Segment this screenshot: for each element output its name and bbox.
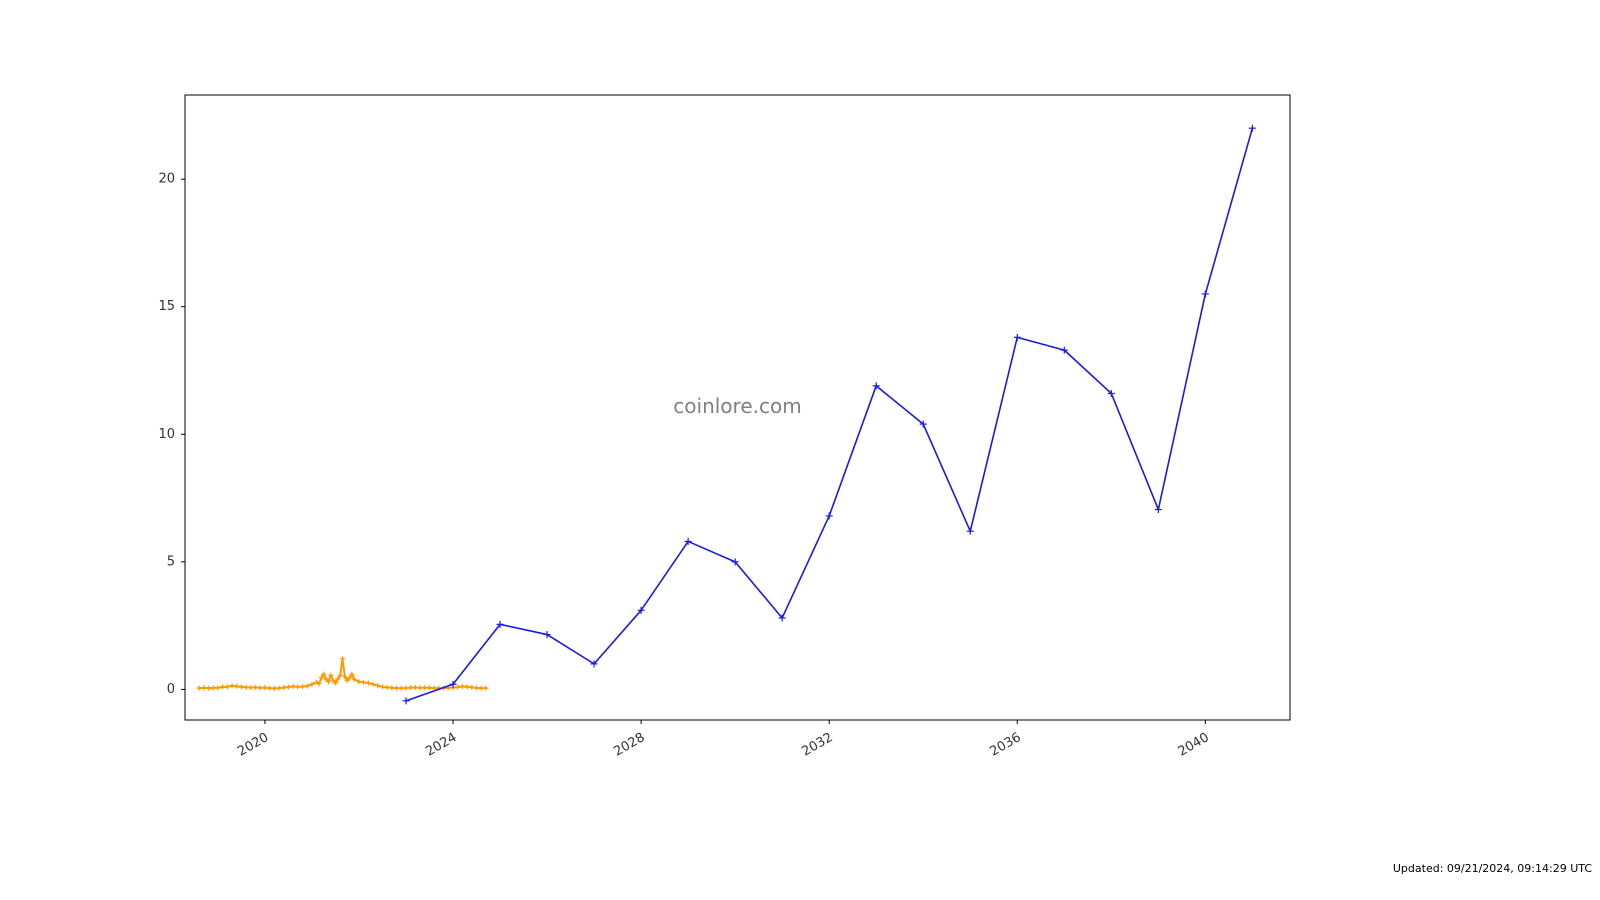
x-tick-label: 2040 [1176,730,1212,760]
series-prediction [403,125,1256,705]
series-line-prediction [406,128,1252,701]
y-tick-label: 0 [167,682,175,697]
x-tick-label: 2028 [611,730,647,760]
watermark-text: coinlore.com [673,394,801,418]
y-tick-label: 20 [158,172,175,187]
x-tick-label: 2020 [235,730,271,760]
price-prediction-chart: 05101520202020242028203220362040coinlore… [0,0,1600,900]
series-historical [197,656,489,691]
updated-timestamp: Updated: 09/21/2024, 09:14:29 UTC [1393,862,1592,875]
y-tick-label: 5 [167,554,175,569]
y-tick-label: 15 [158,299,175,314]
series-line-historical [199,659,486,689]
x-tick-label: 2024 [423,730,459,760]
y-tick-label: 10 [158,427,175,442]
chart-container: 05101520202020242028203220362040coinlore… [0,0,1600,900]
x-tick-label: 2036 [988,730,1024,760]
x-tick-label: 2032 [799,730,835,760]
